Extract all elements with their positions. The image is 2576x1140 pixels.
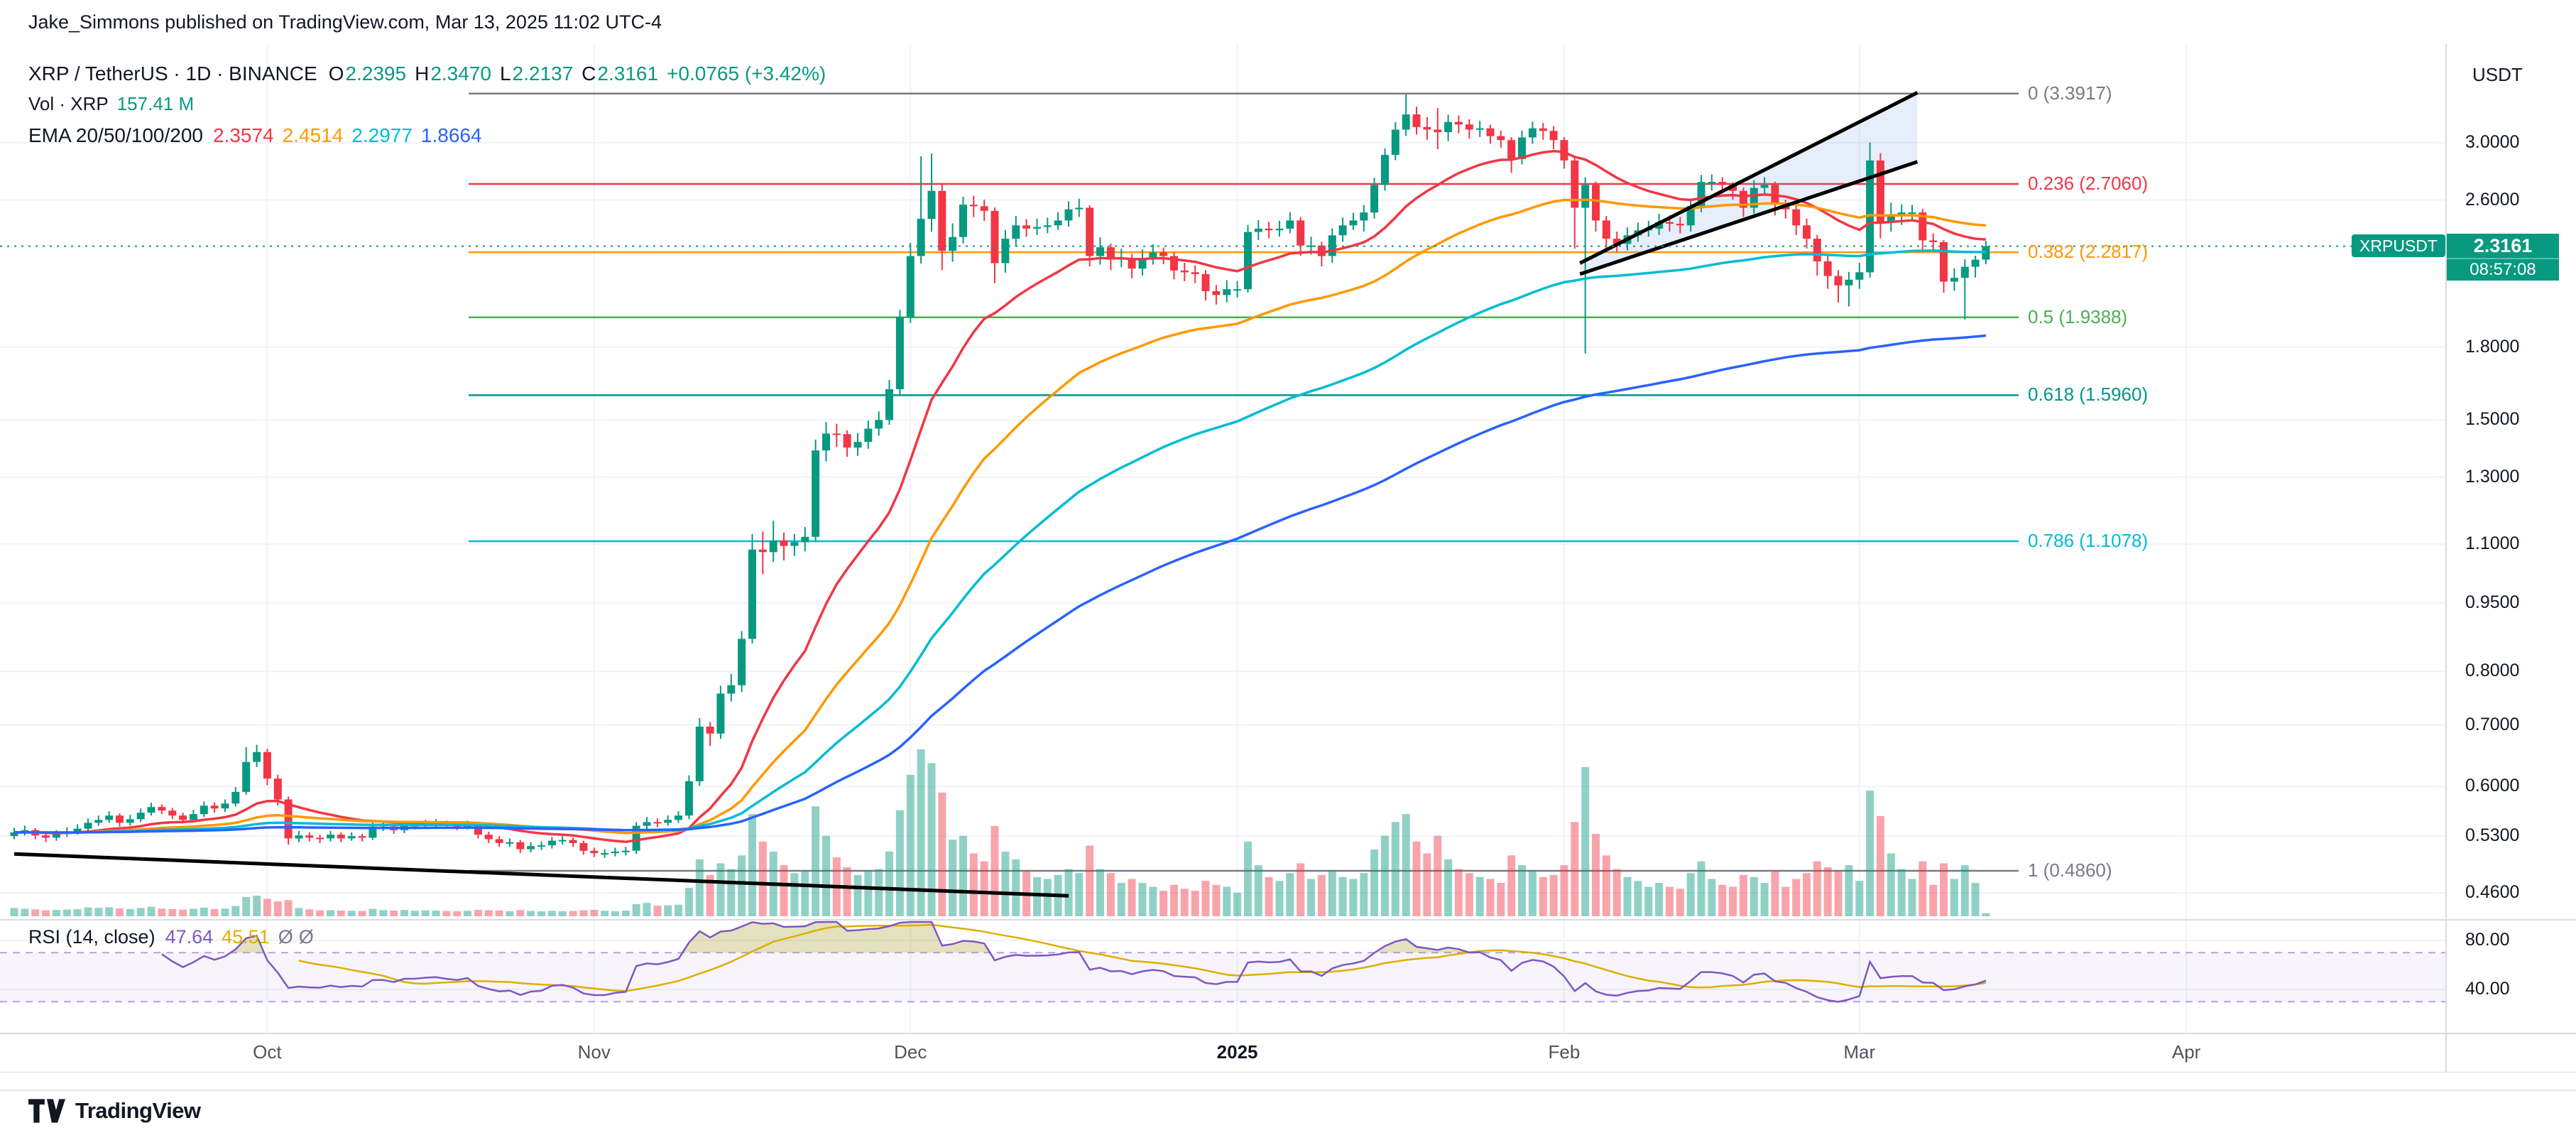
price-tick-label: 1.5000 bbox=[2465, 409, 2520, 430]
rsi-overbought-fill bbox=[230, 922, 1481, 953]
price-tick-label: 0.9500 bbox=[2465, 592, 2520, 612]
close-value: 2.3161 bbox=[597, 63, 659, 85]
last-price-badge[interactable]: 2.3161 bbox=[2447, 234, 2559, 258]
change-value: +0.0765 (+3.42%) bbox=[667, 63, 826, 85]
countdown-badge: 08:57:08 bbox=[2447, 258, 2559, 281]
rsi-band-hidden-value: Ø bbox=[298, 926, 314, 948]
price-axis-border bbox=[2445, 44, 2447, 1073]
price-tick-label: 40.00 bbox=[2465, 979, 2510, 999]
ohlc-letter: C bbox=[582, 63, 596, 85]
volume-label: Vol · XRP bbox=[28, 93, 109, 114]
pane-separator-rsi-time[interactable] bbox=[0, 1033, 2576, 1034]
fib-level-label: 0.786 (1.1078) bbox=[2028, 530, 2149, 551]
price-tick-label: 0.6000 bbox=[2465, 776, 2520, 796]
footer-brand[interactable]: TradingView bbox=[75, 1098, 201, 1123]
footer-divider bbox=[0, 1090, 2576, 1091]
ema200-value: 1.8664 bbox=[420, 124, 482, 146]
rsi-value: 47.64 bbox=[165, 926, 214, 948]
time-tick-label: Nov bbox=[577, 1041, 611, 1063]
footer: TradingView bbox=[28, 1098, 201, 1124]
price-tick-label: 1.8000 bbox=[2465, 336, 2520, 357]
low-value: 2.2137 bbox=[512, 63, 574, 85]
fib-level-label: 0.5 (1.9388) bbox=[2028, 305, 2128, 327]
fib-level-label: 0.382 (2.2817) bbox=[2028, 241, 2149, 263]
price-tick-label: 0.5300 bbox=[2465, 825, 2520, 846]
fib-level-label: 0 (3.3917) bbox=[2028, 82, 2112, 104]
volume-series bbox=[10, 749, 1990, 916]
ema-50-line bbox=[13, 198, 1987, 835]
ema-legend-row: EMA 20/50/100/200 2.3574 2.4514 2.2977 1.866… bbox=[28, 124, 482, 147]
volume-value: 157.41 M bbox=[116, 93, 195, 114]
price-tick-label: 1.1000 bbox=[2465, 533, 2520, 553]
fib-level-label: 1 (0.4860) bbox=[2028, 859, 2112, 881]
rsi-ma-value: 45.51 bbox=[222, 926, 270, 948]
ohlc-letter: O bbox=[328, 63, 344, 85]
time-tick-label: Oct bbox=[253, 1041, 282, 1063]
ohlc-legend-row: XRP / TetherUS · 1D · BINANCE O2.2395 H2.3… bbox=[28, 63, 826, 85]
time-tick-label: Feb bbox=[1548, 1041, 1581, 1063]
fib-level-label: 0.236 (2.7060) bbox=[2028, 173, 2149, 195]
time-axis[interactable]: Oct Nov Dec 2025 Feb Mar Apr bbox=[0, 1034, 2445, 1073]
time-tick-label: 2025 bbox=[1216, 1041, 1258, 1063]
rsi-ma-line bbox=[298, 923, 1987, 992]
open-value: 2.2395 bbox=[345, 63, 407, 85]
fib-level-label: 0.618 (1.5960) bbox=[2028, 384, 2149, 406]
ema-lines bbox=[13, 150, 1987, 843]
tradingview-logo-icon[interactable] bbox=[28, 1099, 65, 1123]
time-tick-label: Apr bbox=[2171, 1041, 2201, 1063]
volume-legend-row: Vol · XRP 157.41 M bbox=[28, 93, 194, 115]
fib-retracement[interactable] bbox=[469, 92, 2019, 872]
ema50-value: 2.4514 bbox=[282, 124, 344, 146]
price-tick-label: 0.8000 bbox=[2465, 661, 2520, 681]
ema-100-line bbox=[14, 249, 1986, 834]
ema-20-line bbox=[13, 150, 1987, 843]
high-value: 2.3470 bbox=[430, 63, 491, 85]
price-tick-label: 0.4600 bbox=[2465, 882, 2520, 902]
wedge-fill bbox=[1580, 92, 1918, 274]
rsi-band-hidden-value: Ø bbox=[278, 926, 293, 948]
rsi-label: RSI (14, close) bbox=[28, 926, 155, 948]
pane-separator-main-rsi[interactable] bbox=[0, 919, 2576, 921]
time-tick-label: Dec bbox=[894, 1041, 927, 1063]
price-axis[interactable]: USDT 3.0000 2.6000 1.8000 1.5000 1.3000 1.100… bbox=[2445, 44, 2576, 1073]
rsi-pane bbox=[0, 921, 2445, 1003]
trendlines[interactable] bbox=[13, 91, 1919, 898]
price-tick-label: 80.00 bbox=[2465, 930, 2510, 950]
ema100-value: 2.2977 bbox=[351, 124, 413, 146]
ohlc-letter: H bbox=[415, 63, 430, 85]
attribution-text: Jake_Simmons published on TradingView.co… bbox=[28, 11, 662, 33]
ema20-value: 2.3574 bbox=[212, 124, 274, 146]
symbol-price-tag: XRPUSDT bbox=[2352, 234, 2445, 257]
candlestick-series bbox=[10, 93, 1990, 858]
rsi-line bbox=[161, 921, 1987, 1003]
rsi-legend-row: RSI (14, close) 47.64 45.51 Ø Ø bbox=[28, 926, 314, 948]
ema-label: EMA 20/50/100/200 bbox=[28, 124, 203, 146]
time-axis-bottom-border bbox=[0, 1072, 2576, 1073]
time-tick-label: Mar bbox=[1843, 1041, 1876, 1063]
price-tick-label: 0.7000 bbox=[2465, 714, 2520, 734]
price-tick-label: 1.3000 bbox=[2465, 466, 2520, 487]
symbol-title: XRP / TetherUS · 1D · BINANCE bbox=[28, 63, 317, 85]
ema-200-line bbox=[14, 334, 1987, 834]
price-tick-label: 2.6000 bbox=[2465, 189, 2520, 210]
ohlc-letter: L bbox=[499, 63, 511, 85]
currency-label: USDT bbox=[2472, 64, 2523, 85]
price-tick-label: 3.0000 bbox=[2465, 131, 2520, 152]
